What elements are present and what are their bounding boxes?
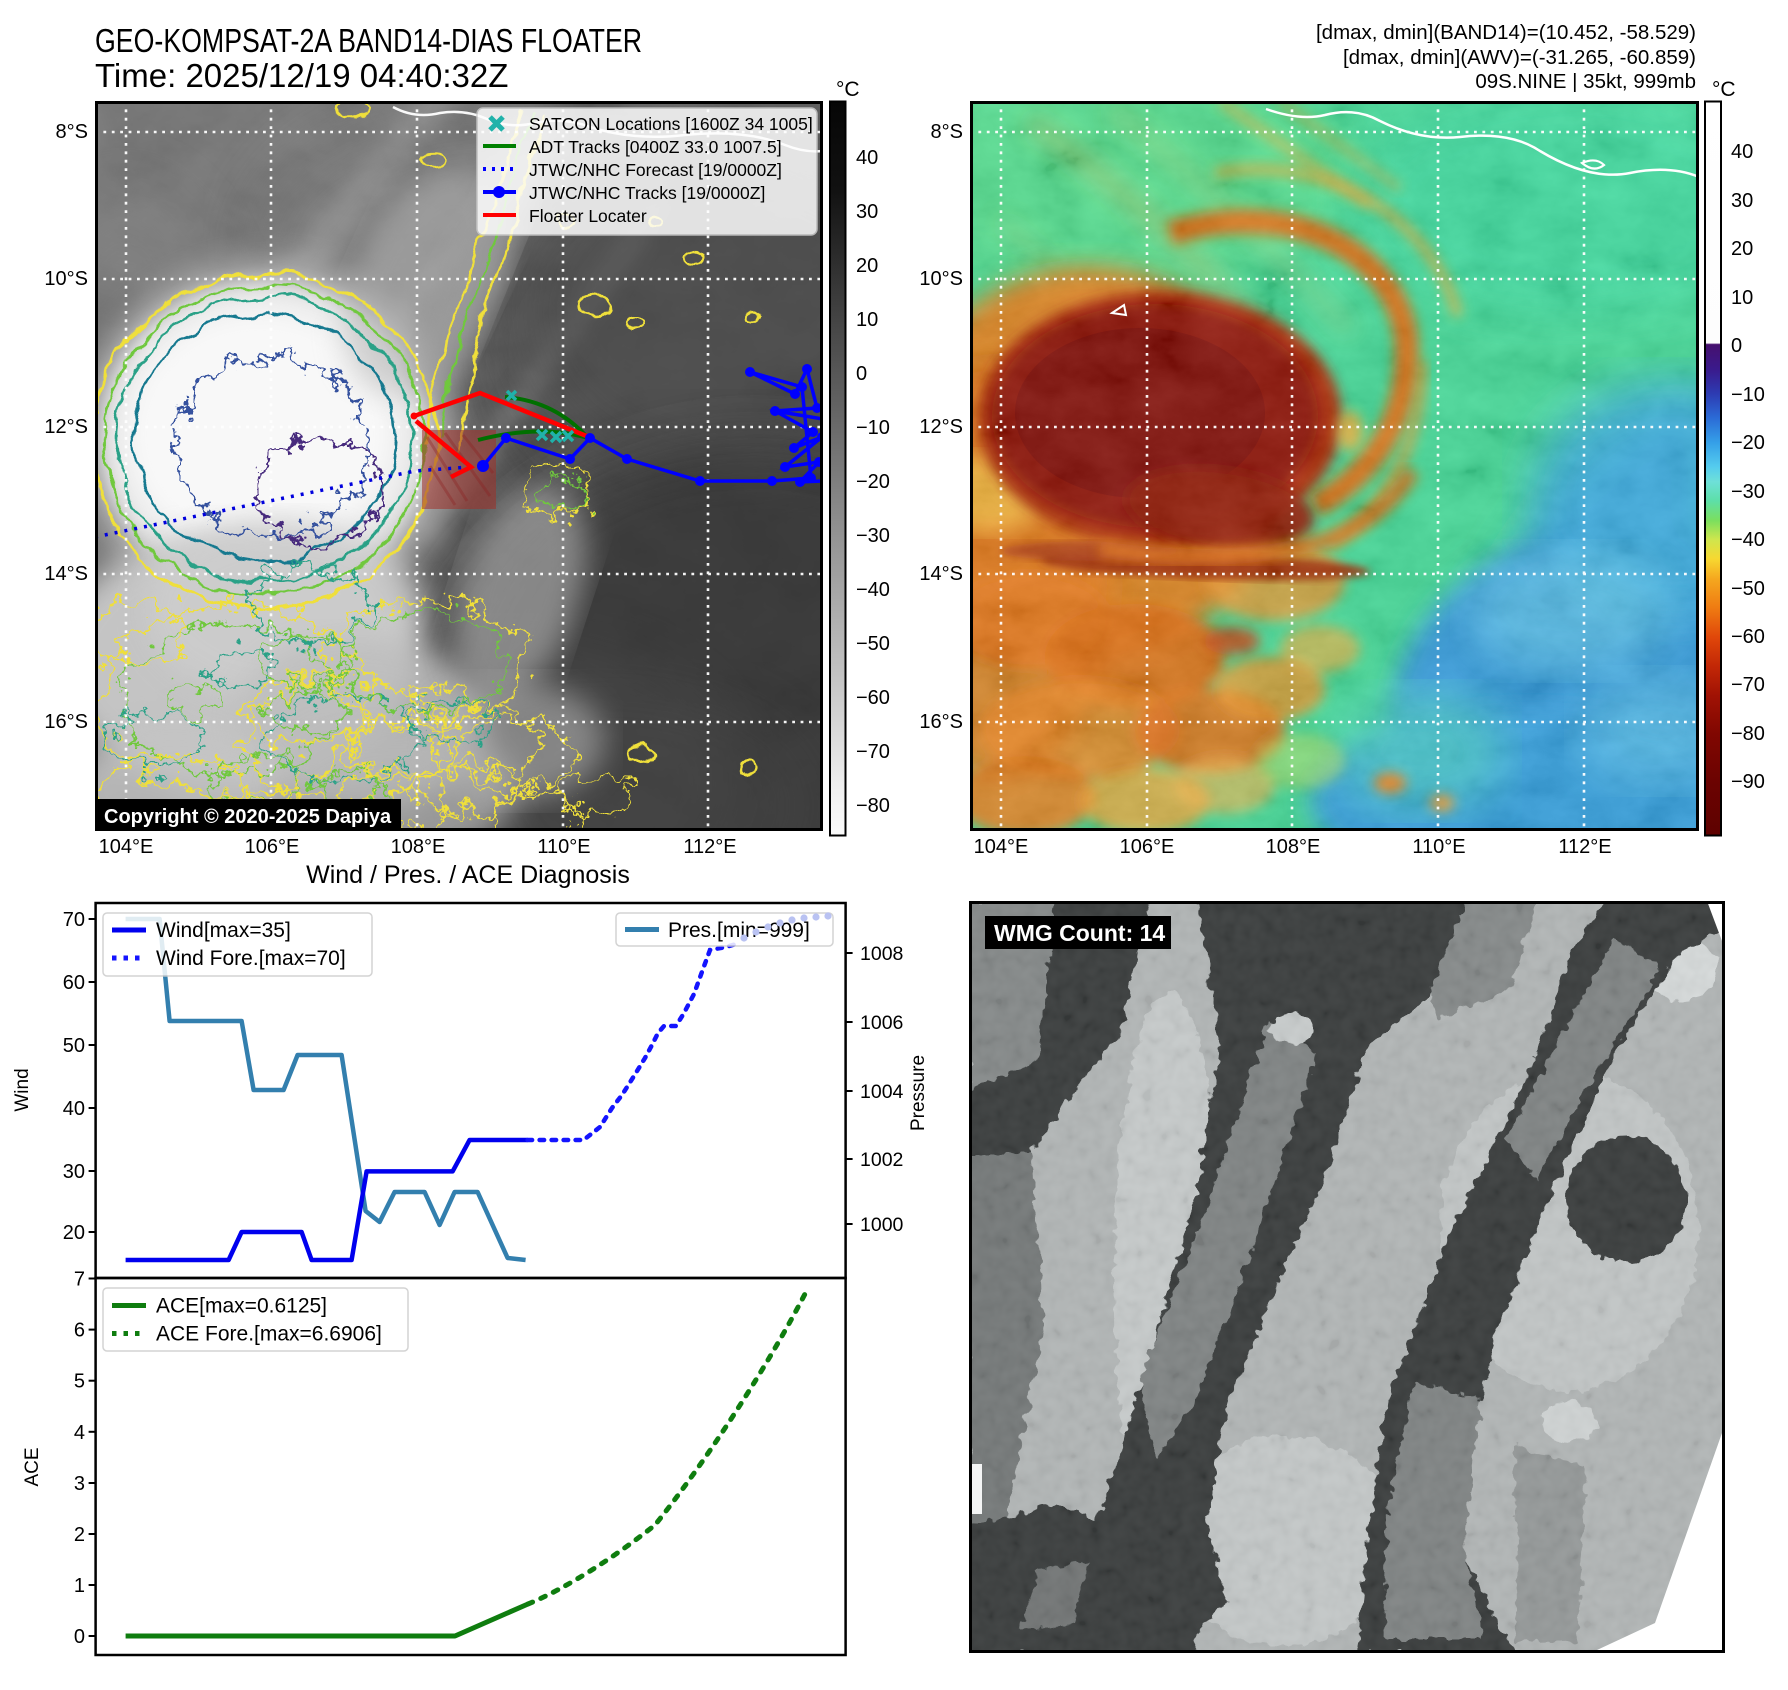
svg-text:5: 5: [74, 1371, 85, 1393]
svg-text:1002: 1002: [860, 1149, 903, 1171]
svg-text:Wind Fore.[max=70]: Wind Fore.[max=70]: [156, 947, 346, 970]
svg-text:−40: −40: [1731, 529, 1765, 551]
svg-text:Pressure: Pressure: [908, 1055, 929, 1131]
svg-text:−40: −40: [856, 579, 890, 601]
svg-text:−20: −20: [1731, 432, 1765, 454]
svg-text:−60: −60: [856, 687, 890, 709]
svg-text:−50: −50: [856, 633, 890, 655]
svg-text:ACE Fore.[max=6.6906]: ACE Fore.[max=6.6906]: [156, 1323, 382, 1346]
svg-text:ADT Tracks [0400Z 33.0 1007.5]: ADT Tracks [0400Z 33.0 1007.5]: [529, 137, 782, 157]
svg-text:1008: 1008: [860, 943, 903, 965]
svg-text:−80: −80: [856, 795, 890, 817]
svg-text:−20: −20: [856, 471, 890, 493]
svg-text:−30: −30: [1731, 481, 1765, 503]
svg-text:−50: −50: [1731, 578, 1765, 600]
svg-text:0: 0: [74, 1626, 85, 1648]
svg-text:2: 2: [74, 1524, 85, 1546]
svg-text:1: 1: [74, 1575, 85, 1597]
svg-text:3: 3: [74, 1473, 85, 1495]
svg-text:SATCON Locations [1600Z 34 100: SATCON Locations [1600Z 34 1005]: [529, 114, 813, 134]
svg-text:20: 20: [1731, 238, 1753, 260]
svg-text:WMG Count: 14: WMG Count: 14: [994, 920, 1165, 946]
svg-text:0: 0: [1731, 335, 1742, 357]
svg-text:−10: −10: [1731, 384, 1765, 406]
svg-text:°C: °C: [1712, 80, 1736, 101]
svg-text:40: 40: [1731, 141, 1753, 163]
svg-text:Floater Locater: Floater Locater: [529, 206, 647, 226]
svg-text:60: 60: [63, 972, 85, 994]
svg-text:0: 0: [856, 363, 867, 385]
svg-text:40: 40: [856, 147, 878, 169]
svg-text:30: 30: [856, 201, 878, 223]
svg-text:1004: 1004: [860, 1081, 904, 1103]
svg-text:Copyright © 2020-2025 Dapiya: Copyright © 2020-2025 Dapiya: [104, 806, 392, 828]
svg-text:40: 40: [63, 1098, 85, 1120]
svg-text:1006: 1006: [860, 1012, 903, 1034]
svg-text:20: 20: [856, 255, 878, 277]
svg-text:JTWC/NHC Tracks [19/0000Z]: JTWC/NHC Tracks [19/0000Z]: [529, 183, 765, 203]
svg-text:50: 50: [63, 1035, 85, 1057]
svg-text:JTWC/NHC Forecast [19/0000Z]: JTWC/NHC Forecast [19/0000Z]: [529, 160, 782, 180]
svg-text:10: 10: [856, 309, 878, 331]
svg-text:−10: −10: [856, 417, 890, 439]
svg-text:ACE[max=0.6125]: ACE[max=0.6125]: [156, 1295, 327, 1318]
svg-text:Wind[max=35]: Wind[max=35]: [156, 919, 291, 942]
svg-text:−30: −30: [856, 525, 890, 547]
svg-text:−70: −70: [856, 741, 890, 763]
svg-text:Wind: Wind: [12, 1068, 33, 1111]
svg-text:30: 30: [1731, 190, 1753, 212]
svg-text:10: 10: [1731, 287, 1753, 309]
svg-text:°C: °C: [836, 80, 860, 101]
svg-text:70: 70: [63, 909, 85, 931]
svg-text:−70: −70: [1731, 674, 1765, 696]
svg-text:−80: −80: [1731, 723, 1765, 745]
svg-text:−90: −90: [1731, 771, 1765, 793]
svg-text:20: 20: [63, 1222, 85, 1244]
svg-text:−60: −60: [1731, 626, 1765, 648]
svg-text:4: 4: [74, 1422, 85, 1444]
svg-text:30: 30: [63, 1161, 85, 1183]
svg-text:1000: 1000: [860, 1214, 904, 1236]
svg-text:ACE: ACE: [22, 1447, 43, 1486]
svg-text:7: 7: [74, 1269, 85, 1291]
svg-text:Pres.[min=999]: Pres.[min=999]: [668, 919, 810, 942]
svg-text:6: 6: [74, 1320, 85, 1342]
